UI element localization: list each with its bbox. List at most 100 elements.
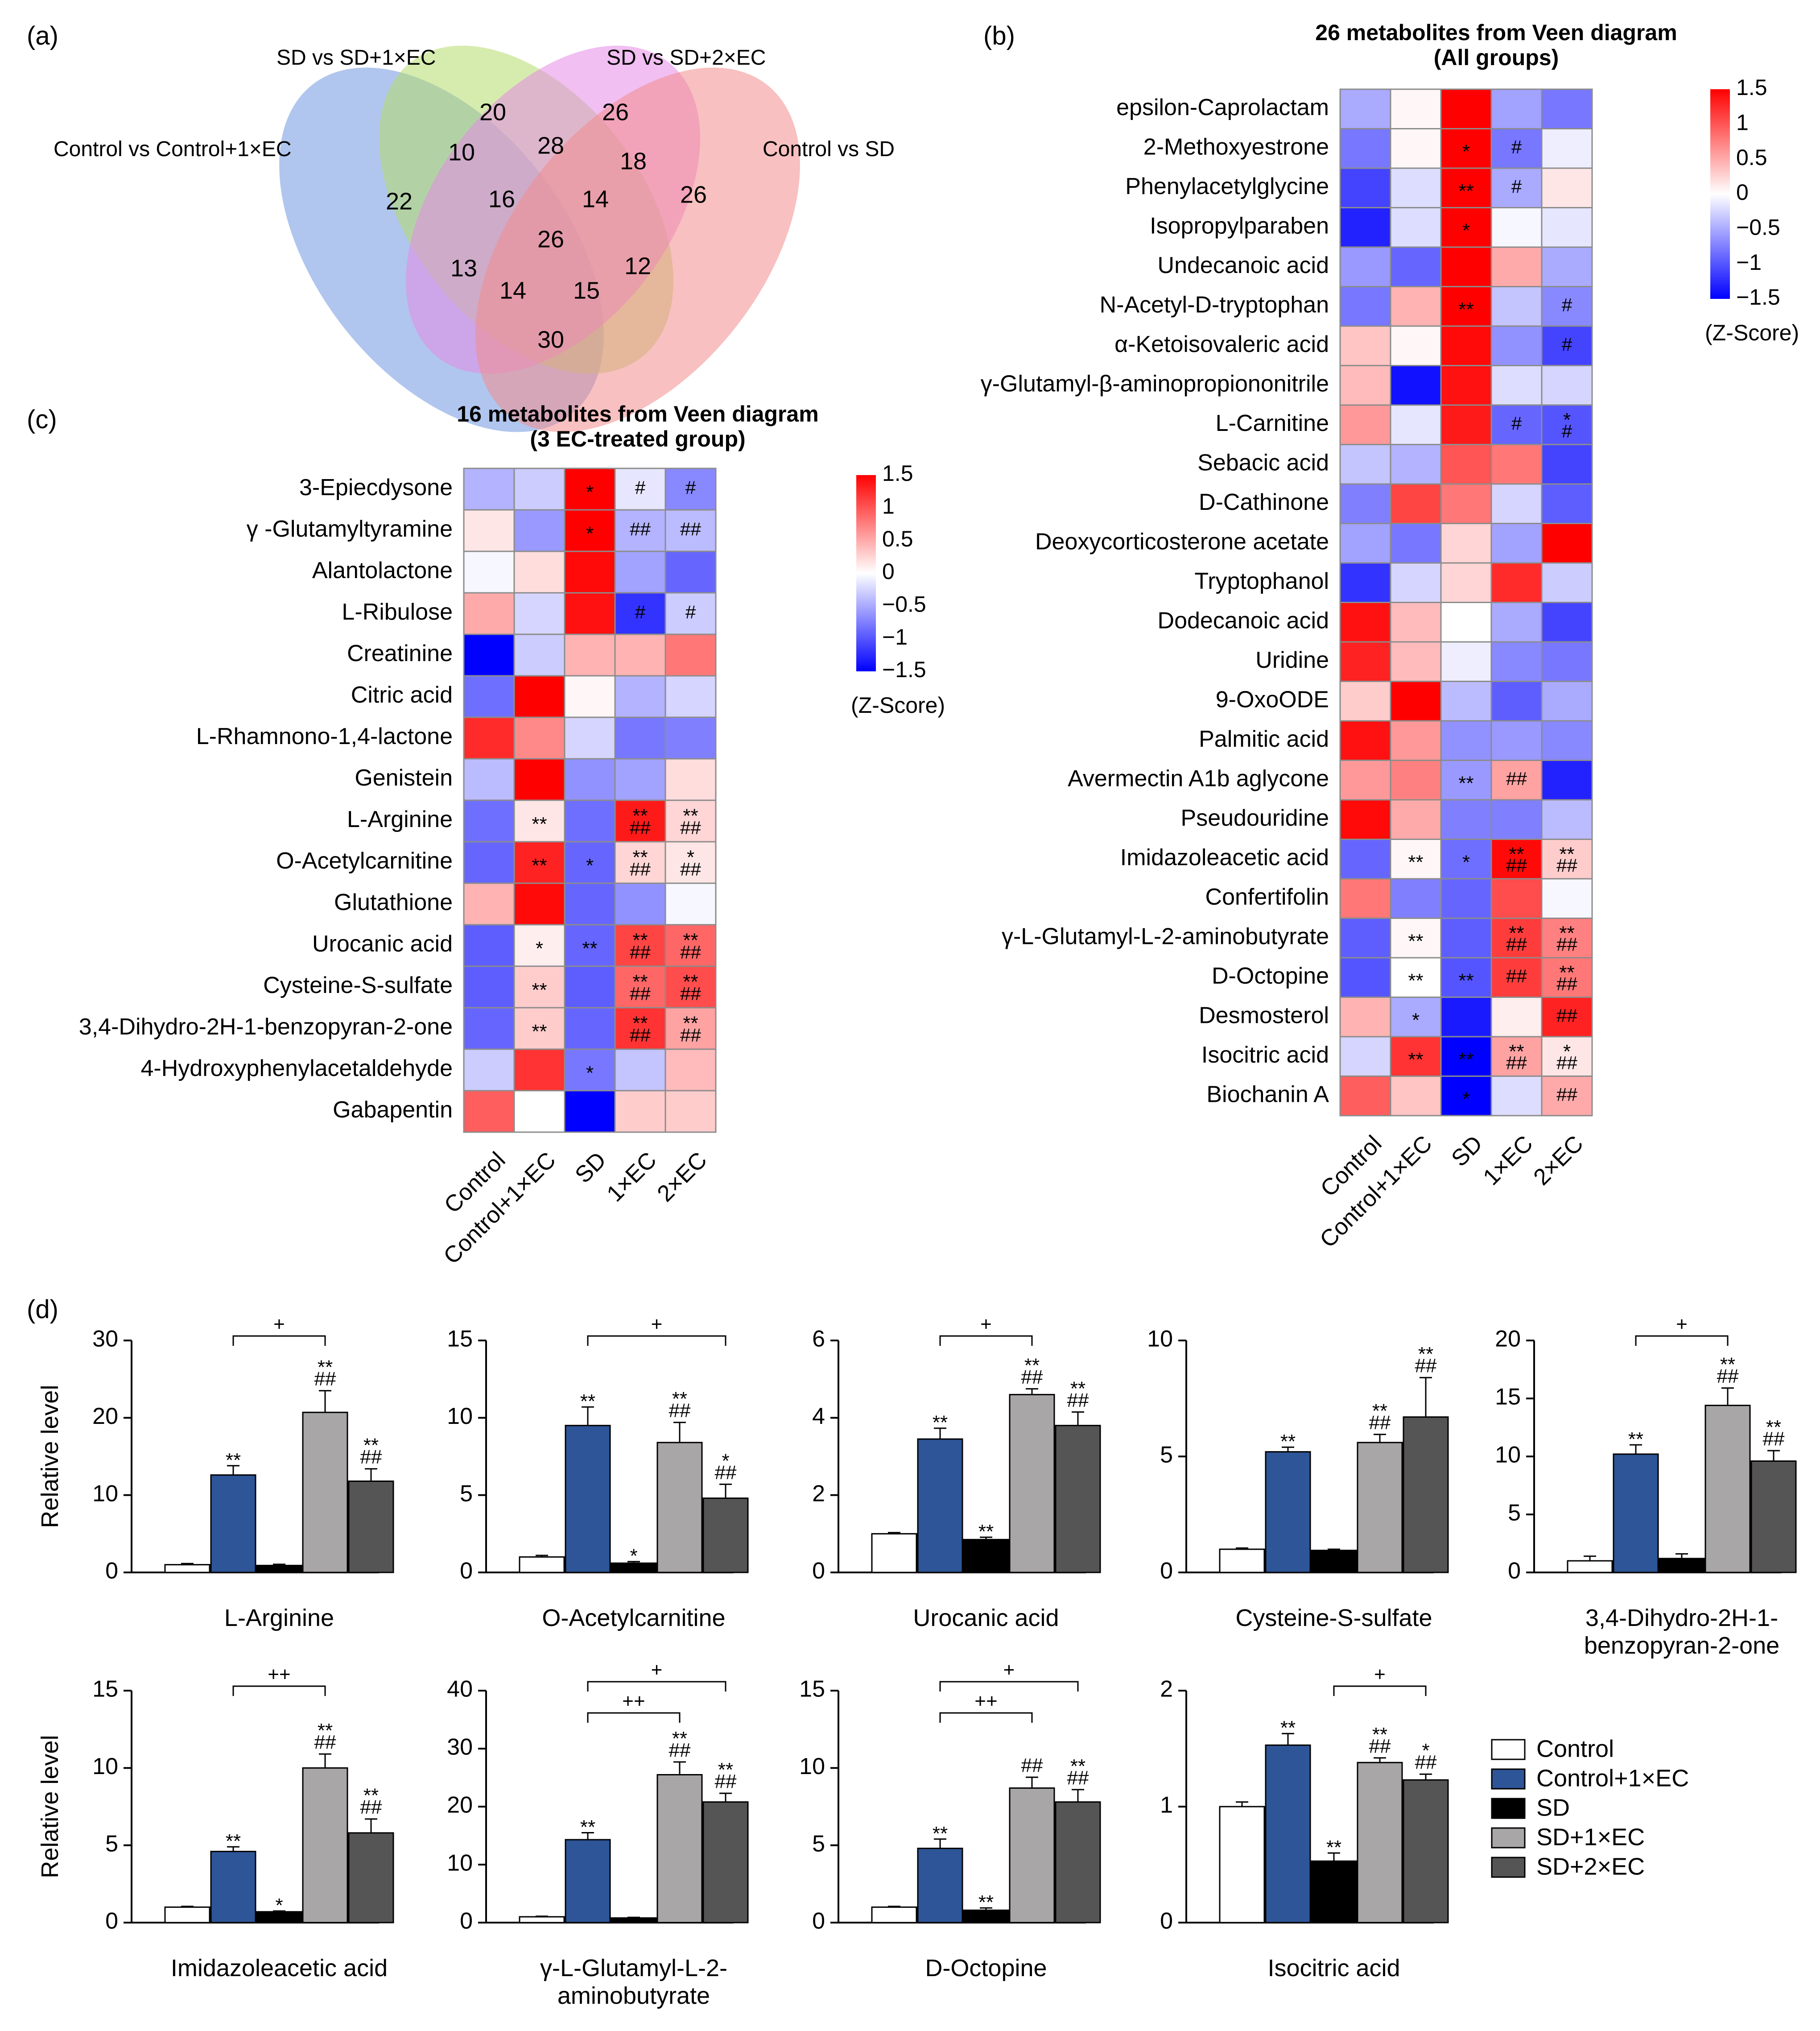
bracket-label: + [1676,1313,1688,1335]
heatmap-cell [1541,207,1593,248]
significance-mark: ## [715,1461,737,1483]
heatmap-cell [1339,997,1391,1038]
heatmap-cell [1390,246,1442,287]
heatmap-row-label: Alantolactone [312,558,453,583]
heatmap-cell [1339,88,1391,129]
venn-region-value: 16 [488,186,515,212]
significance-mark: ## [680,1025,701,1046]
heatmap-cell [1390,286,1442,327]
significance-mark: ## [314,1731,336,1753]
y-tick-label: 15 [447,1326,473,1352]
heatmap-cell [1339,246,1391,287]
heatmap-cell [1490,1075,1543,1117]
heatmap-cell [1490,365,1543,406]
legend-label: SD+1×EC [1536,1824,1645,1850]
heatmap-cell [1440,523,1492,564]
heatmap-row-label: N-Acetyl-D-tryptophan [1100,292,1329,318]
heatmap-cell [463,592,515,635]
y-tick-label: 10 [92,1754,118,1779]
bar-chart-title: Imidazoleacetic acid [171,1955,388,1981]
y-tick-label: 0 [812,1908,825,1934]
heatmap-row-label: Isocitric acid [1201,1042,1329,1068]
legend-swatch [1491,1827,1526,1849]
heatmap-cell [1390,720,1442,761]
bracket-label: + [1374,1663,1386,1685]
significance-mark: ## [360,1446,382,1468]
venn-region-value: 22 [386,188,413,215]
heatmap-cell [1490,325,1543,366]
heatmap-cell [1541,562,1593,603]
heatmap-cell [664,1007,717,1050]
significance-mark: ** [1509,1041,1524,1063]
heatmap-cell [1440,88,1492,129]
significance-mark: ** [933,1412,948,1434]
heatmap-cell [564,633,616,677]
significance-mark: ** [1559,962,1574,984]
significance-mark: ** [632,847,648,869]
bar [1357,1442,1403,1573]
heatmap-cell [614,467,666,511]
y-tick-label: 0 [460,1558,473,1584]
heatmap-row-label: Cysteine-S-sulfate [263,972,453,998]
heatmap-cell [463,799,515,843]
heatmap-cell [463,550,515,594]
bar [1403,1779,1449,1923]
heatmap-cell [1541,444,1593,485]
y-axis-label: Relative level [37,1735,63,1878]
bracket-label: ++ [974,1690,997,1712]
bar [611,1917,657,1923]
heatmap-row-label: Deoxycorticosterone acetate [1035,529,1329,554]
heatmap-cell [1490,167,1543,208]
y-tick-label: 10 [1495,1442,1521,1468]
significance-bracket [1333,1685,1427,1696]
bar [1750,1460,1797,1573]
significance-mark: * [1462,851,1470,873]
heatmap-row-label: γ -Glutamyltyramine [247,516,453,542]
significance-mark: * [1422,1740,1429,1762]
heatmap-cell [1490,523,1543,564]
heatmap-title: 16 metabolites from Veen diagram [457,401,818,426]
heatmap-cell [513,1090,565,1133]
significance-mark: ** [632,1013,648,1034]
heatmap-cell [614,675,666,718]
heatmap-cell [1440,641,1492,682]
heatmap-cell [1541,720,1593,761]
significance-mark: ## [630,942,651,963]
heatmap-row-label: 3,4-Dihydro-2H-1-benzopyran-2-one [79,1014,453,1040]
heatmap-cell [1440,720,1492,761]
significance-mark: ## [680,817,701,838]
heatmap-heatmap_b: 26 metabolites from Veen diagram(All gro… [981,20,1799,1253]
heatmap-cell [1390,839,1442,880]
y-tick-label: 5 [812,1831,825,1857]
venn-diagram: Control vs Control+1×EC SD vs SD+1×EC SD v… [54,46,895,432]
heatmap-row-label: Pseudouridine [1181,805,1329,831]
heatmap-row-label: 4-Hydroxyphenylacetaldehyde [140,1055,453,1081]
panel-label-b: (b) [983,21,1015,50]
significance-mark: * [630,1545,637,1567]
significance-mark: ## [360,1796,382,1818]
heatmap-column-label: SD [1446,1130,1487,1171]
bar [1357,1762,1403,1923]
heatmap-cell [1541,483,1593,524]
significance-mark: ** [1408,851,1423,873]
significance-mark: ## [680,983,701,1004]
heatmap-cell [1490,681,1543,722]
heatmap-cell [1339,128,1391,169]
significance-mark: ## [1556,1052,1577,1073]
heatmap-row-label: epsilon-Caprolactam [1116,95,1329,120]
heatmap-cell [1390,1075,1442,1117]
significance-mark: ## [1506,965,1527,986]
heatmap-cell [1339,167,1391,208]
heatmap-cell [664,758,717,801]
heatmap-cell [1490,997,1543,1038]
heatmap-cell [664,799,717,843]
heatmap-row-label: Imidazoleacetic acid [1120,844,1329,870]
significance-mark: # [1511,137,1522,157]
significance-mark: ** [933,1823,948,1845]
bar [210,1474,256,1573]
bar-chart-title: aminobutyrate [557,1982,710,2009]
heatmap-cell [1390,404,1442,445]
significance-bracket [587,1681,726,1692]
bar [656,1774,703,1923]
